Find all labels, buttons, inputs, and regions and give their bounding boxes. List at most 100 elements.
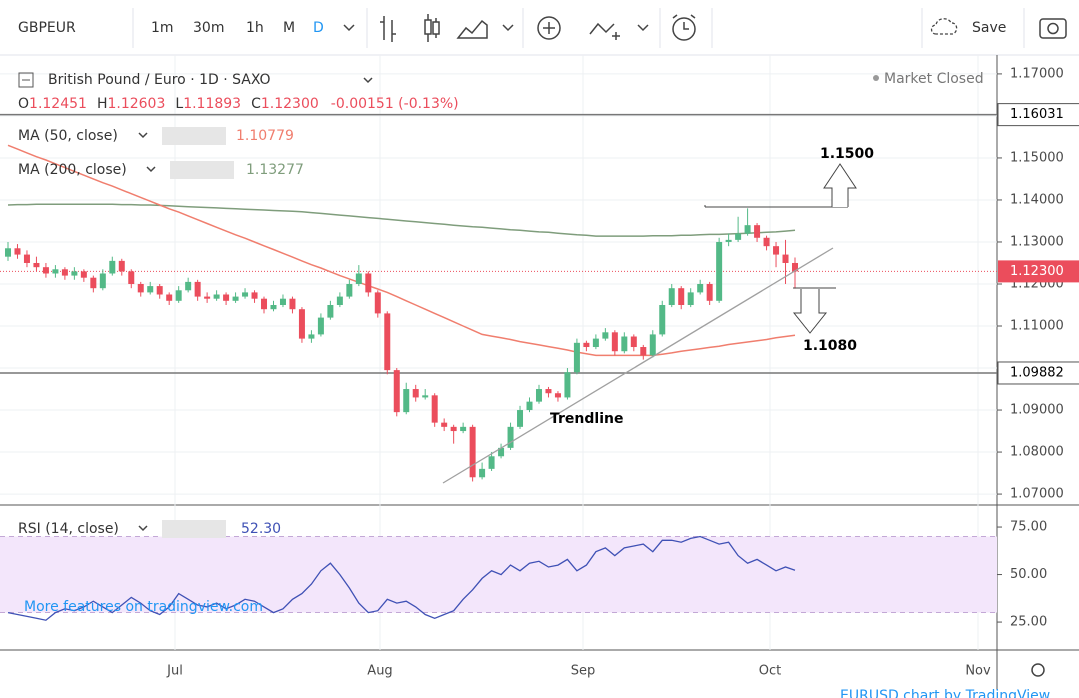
candle-body: [71, 271, 78, 276]
candle-body: [261, 298, 268, 310]
candle-body: [355, 273, 362, 284]
bars-icon[interactable]: [380, 16, 396, 42]
candle-body: [279, 298, 286, 305]
market-status: Market Closed: [884, 71, 984, 87]
x-tick-label: Sep: [571, 664, 596, 679]
candle-body: [412, 389, 419, 398]
indicator-buttons[interactable]: [170, 161, 234, 179]
interval[interactable]: 30m: [193, 20, 224, 36]
dropdown-icon[interactable]: [343, 24, 355, 32]
dropdown-icon[interactable]: [146, 166, 156, 173]
candle-body: [175, 290, 182, 301]
candle-body: [602, 332, 609, 339]
compare-icon[interactable]: [589, 22, 620, 40]
candle-body: [488, 456, 495, 469]
candle-body: [403, 389, 410, 413]
symbol[interactable]: GBPEUR: [18, 20, 76, 36]
candle-body: [99, 273, 106, 289]
candle-body: [545, 389, 552, 394]
interval[interactable]: M: [283, 20, 295, 36]
interval[interactable]: 1h: [246, 20, 264, 36]
ohlc-key: C: [251, 96, 261, 112]
candle-body: [194, 281, 201, 297]
candle-body: [554, 393, 561, 398]
rsi-line: [7, 535, 796, 621]
cloud-icon[interactable]: [930, 18, 958, 35]
ma-legend: MA (50, close): [18, 128, 118, 144]
interval-active[interactable]: D: [313, 20, 324, 36]
annotation: 1.1500: [820, 146, 874, 162]
plot: 1.16031 1.09882 1.12300: [0, 103, 1079, 621]
candle-body: [773, 246, 780, 255]
candle-body: [23, 254, 30, 263]
level-badge: [997, 361, 1079, 385]
ohlc-value: 1.11893: [183, 96, 241, 112]
lens: [1047, 22, 1059, 35]
rsi-band: [0, 536, 997, 613]
ohlc-value: 1.12603: [107, 96, 165, 112]
y-tick-label: 1.15000: [1010, 150, 1064, 165]
candle-body: [611, 332, 618, 352]
candle-body: [5, 248, 11, 257]
dropdown-icon[interactable]: [363, 77, 373, 84]
x-tick-label: Nov: [965, 664, 991, 679]
status-dot: [873, 75, 879, 81]
candle-body: [763, 237, 770, 247]
candle-body: [42, 267, 49, 274]
candle-body: [393, 370, 400, 413]
candle-body: [90, 277, 97, 289]
candle-body: [441, 422, 448, 427]
y-tick-label: 1.08000: [1010, 445, 1064, 460]
area-icon[interactable]: [456, 19, 488, 39]
dropdown-icon[interactable]: [637, 24, 649, 32]
ohlc-key: L: [175, 96, 183, 112]
candle-body: [792, 262, 798, 272]
candle-body: [242, 292, 249, 297]
arrow-down: [792, 289, 828, 334]
dropdown-icon[interactable]: [138, 525, 148, 532]
candle-body: [583, 342, 590, 348]
indicator-buttons[interactable]: [162, 127, 226, 145]
snapshot-icon[interactable]: [1039, 18, 1067, 39]
y-tick-label: 1.09000: [1010, 403, 1064, 418]
dropdown-icon[interactable]: [138, 132, 148, 139]
candle-body: [308, 334, 315, 339]
plus: [543, 22, 555, 34]
candle-body: [289, 298, 296, 310]
last-price-label: 1.12300: [1010, 264, 1064, 279]
candle-body: [118, 260, 125, 272]
y-tick-label: 1.11000: [1010, 319, 1064, 334]
candle-body: [507, 426, 514, 448]
candle-body: [725, 239, 732, 242]
ma-value: 1.10779: [236, 128, 294, 144]
settings-icon[interactable]: [1031, 663, 1045, 677]
rsi-legend: RSI (14, close): [18, 521, 119, 537]
candle-body: [223, 294, 230, 301]
indicator-buttons[interactable]: [162, 520, 226, 538]
candle-body: [640, 347, 647, 356]
level-label: 1.16031: [1010, 107, 1064, 122]
promo-link[interactable]: More features on tradingview.com: [24, 599, 263, 615]
toolbar: GBPEUR 1m 30m 1h M D Save: [0, 8, 1079, 56]
interval[interactable]: 1m: [151, 20, 174, 36]
candle-body: [687, 292, 694, 305]
candle-body: [782, 254, 789, 263]
dropdown-icon[interactable]: [502, 24, 514, 32]
candle-body: [14, 248, 21, 255]
collapse-icon[interactable]: [18, 72, 34, 88]
legend: British Pound / Euro · 1D · SAXO Market …: [18, 71, 1050, 698]
level-badge: [997, 103, 1079, 127]
alert-icon[interactable]: [672, 17, 696, 41]
candle-body: [469, 426, 476, 478]
add-indicator-icon[interactable]: [537, 16, 561, 40]
rsi-value: 52.30: [241, 521, 281, 537]
ohlc-value: 1.12451: [29, 96, 87, 112]
candle-body: [630, 336, 637, 348]
save-button[interactable]: Save: [972, 20, 1006, 36]
candle-body: [526, 401, 533, 411]
credit: EURUSD chart by TradingView: [840, 688, 1050, 698]
y-tick-label: 1.13000: [1010, 234, 1064, 249]
candle-body: [251, 292, 258, 299]
candle-body: [137, 283, 144, 293]
